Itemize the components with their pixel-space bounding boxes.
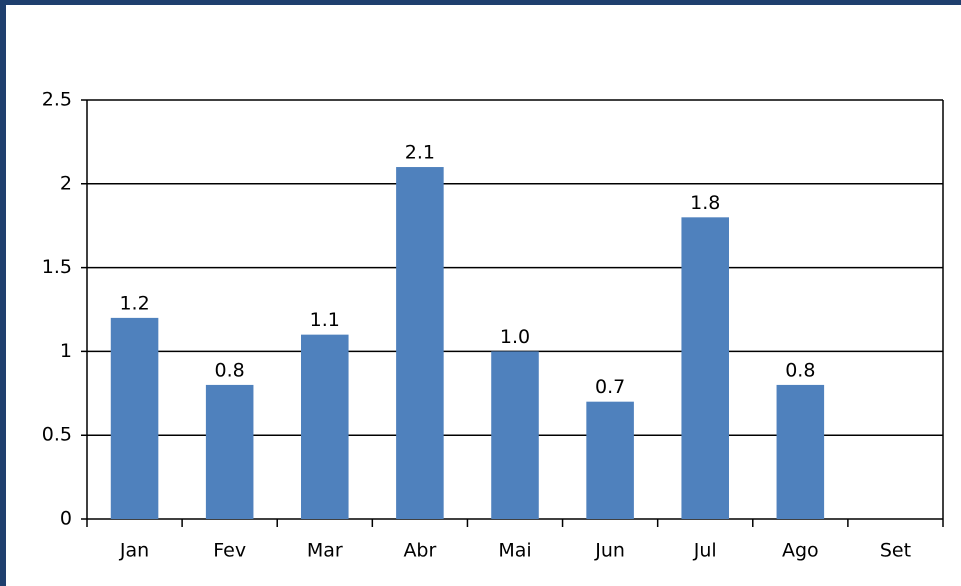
value-label: 0.8 (785, 359, 815, 381)
value-label: 0.7 (595, 376, 625, 398)
value-label: 1.1 (310, 309, 340, 331)
bar (681, 217, 729, 519)
y-tick-label: 1.5 (42, 256, 72, 278)
y-tick-label: 2.5 (42, 89, 72, 111)
frame-top (0, 0, 961, 5)
value-label: 1.2 (119, 292, 149, 314)
x-tick-label: Fev (213, 540, 246, 562)
x-tick-label: Jun (594, 540, 625, 562)
x-tick-label: Ago (782, 540, 819, 562)
bar (301, 334, 349, 519)
y-tick-label: 0.5 (42, 424, 72, 446)
bar (205, 384, 254, 519)
x-tick-label: Set (880, 540, 911, 562)
x-tick-label: Jul (693, 540, 717, 562)
y-tick-label: 1 (60, 340, 72, 362)
x-tick-label: Jan (119, 540, 149, 562)
value-label: 1.8 (690, 192, 720, 214)
y-tick-label: 2 (60, 172, 72, 194)
bar (396, 167, 444, 520)
value-label: 2.1 (405, 142, 435, 164)
value-label: 1.0 (500, 326, 530, 348)
frame-left (0, 0, 6, 586)
bar (586, 401, 634, 519)
bar (110, 317, 159, 519)
x-tick-label: Mar (307, 540, 343, 562)
value-label: 0.8 (215, 359, 245, 381)
bar (491, 351, 539, 519)
y-tick-label: 0 (60, 508, 72, 530)
bar (776, 384, 825, 519)
x-tick-label: Abr (403, 540, 436, 562)
x-tick-label: Mai (498, 540, 531, 562)
